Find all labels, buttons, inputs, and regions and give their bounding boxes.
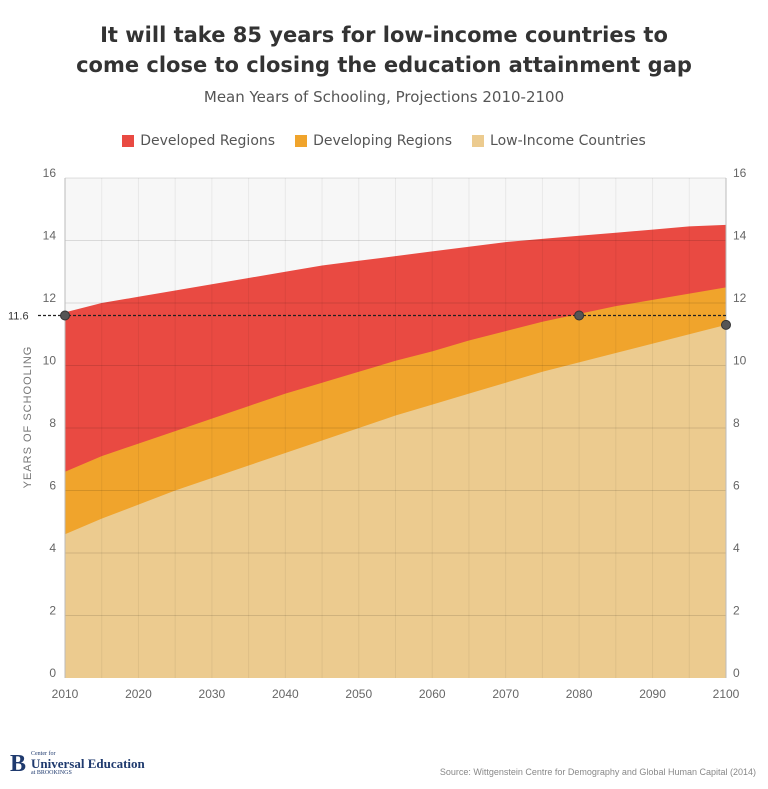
source-note: Source: Wittgenstein Centre for Demograp…	[439, 767, 756, 777]
area-series	[65, 224, 726, 678]
y-tick-label-left: 12	[43, 291, 57, 305]
y-ticks-right: 0 2 4 6 8 10 12 14 16	[733, 166, 747, 680]
chart-title-line-2: come close to closing the education atta…	[76, 53, 692, 77]
area-low-income-countries	[65, 324, 726, 678]
legend-label-developing: Developing Regions	[313, 133, 453, 149]
y-tick-label-right: 10	[733, 354, 747, 368]
x-tick-label: 2030	[199, 687, 226, 701]
x-tick-label: 2010	[52, 687, 79, 701]
reference-line-group: 11.6	[8, 310, 731, 330]
x-tick-label: 2100	[713, 687, 740, 701]
y-tick-label-left: 2	[49, 604, 56, 618]
logo-small-top: Center for	[31, 751, 56, 757]
y-tick-label-right: 14	[733, 229, 747, 243]
y-tick-label-left: 14	[43, 229, 57, 243]
y-tick-label-right: 8	[733, 416, 740, 430]
reference-marker	[574, 310, 585, 321]
reference-marker	[60, 310, 70, 321]
legend-swatch-developing	[295, 135, 308, 147]
y-tick-label-left: 4	[49, 541, 56, 555]
y-ticks-left: 0 2 4 6 8 10 12 14 16	[43, 166, 57, 680]
legend-label-low-income: Low-Income Countries	[490, 133, 646, 149]
x-tick-label: 2080	[566, 687, 593, 701]
y-tick-label-left: 8	[49, 416, 56, 430]
logo-text: Center for Universal Education at BROOKI…	[31, 751, 145, 776]
legend-item-developing: Developing Regions	[295, 133, 452, 149]
y-tick-label-right: 12	[733, 291, 747, 305]
y-tick-label-left: 10	[43, 354, 57, 368]
logo-small-bottom: at BROOKINGS	[31, 770, 72, 776]
y-axis-label: YEARS OF SCHOOLING	[22, 346, 34, 489]
chart-title: It will take 85 years for low-income cou…	[0, 20, 768, 80]
x-tick-label: 2060	[419, 687, 446, 701]
x-tick-label: 2040	[272, 687, 299, 701]
legend-item-developed: Developed Regions	[122, 133, 275, 149]
chart-legend: Developed Regions Developing Regions Low…	[0, 133, 768, 149]
y-tick-label-right: 0	[733, 666, 740, 680]
y-tick-label-right: 16	[733, 166, 747, 180]
x-ticks: 2010 2020 2030 2040 2050 2060 2070 2080 2090 2100	[52, 687, 740, 701]
legend-swatch-low-income	[472, 135, 485, 147]
chart-title-line-1: It will take 85 years for low-income cou…	[100, 23, 668, 47]
logo-mark: B	[10, 750, 27, 777]
y-tick-label-left: 0	[49, 666, 56, 680]
logo-main: Universal Education	[31, 756, 145, 771]
y-tick-label-left: 16	[43, 166, 57, 180]
reference-line-label: 11.6	[8, 311, 29, 323]
legend-label-developed: Developed Regions	[140, 133, 276, 149]
x-tick-label: 2050	[345, 687, 372, 701]
x-tick-label: 2090	[639, 687, 666, 701]
x-tick-label: 2020	[125, 687, 152, 701]
grid-lines	[64, 177, 727, 678]
legend-item-low-income: Low-Income Countries	[472, 133, 646, 149]
y-tick-label-left: 6	[49, 479, 56, 493]
y-tick-label-right: 2	[733, 604, 740, 618]
brookings-logo: B Center for Universal Education at BROO…	[10, 751, 145, 776]
y-tick-label-right: 4	[733, 541, 740, 555]
y-tick-label-right: 6	[733, 479, 740, 493]
chart-subtitle: Mean Years of Schooling, Projections 201…	[203, 88, 565, 106]
x-tick-label: 2070	[492, 687, 519, 701]
reference-marker	[721, 319, 731, 330]
legend-swatch-developed	[122, 135, 135, 147]
